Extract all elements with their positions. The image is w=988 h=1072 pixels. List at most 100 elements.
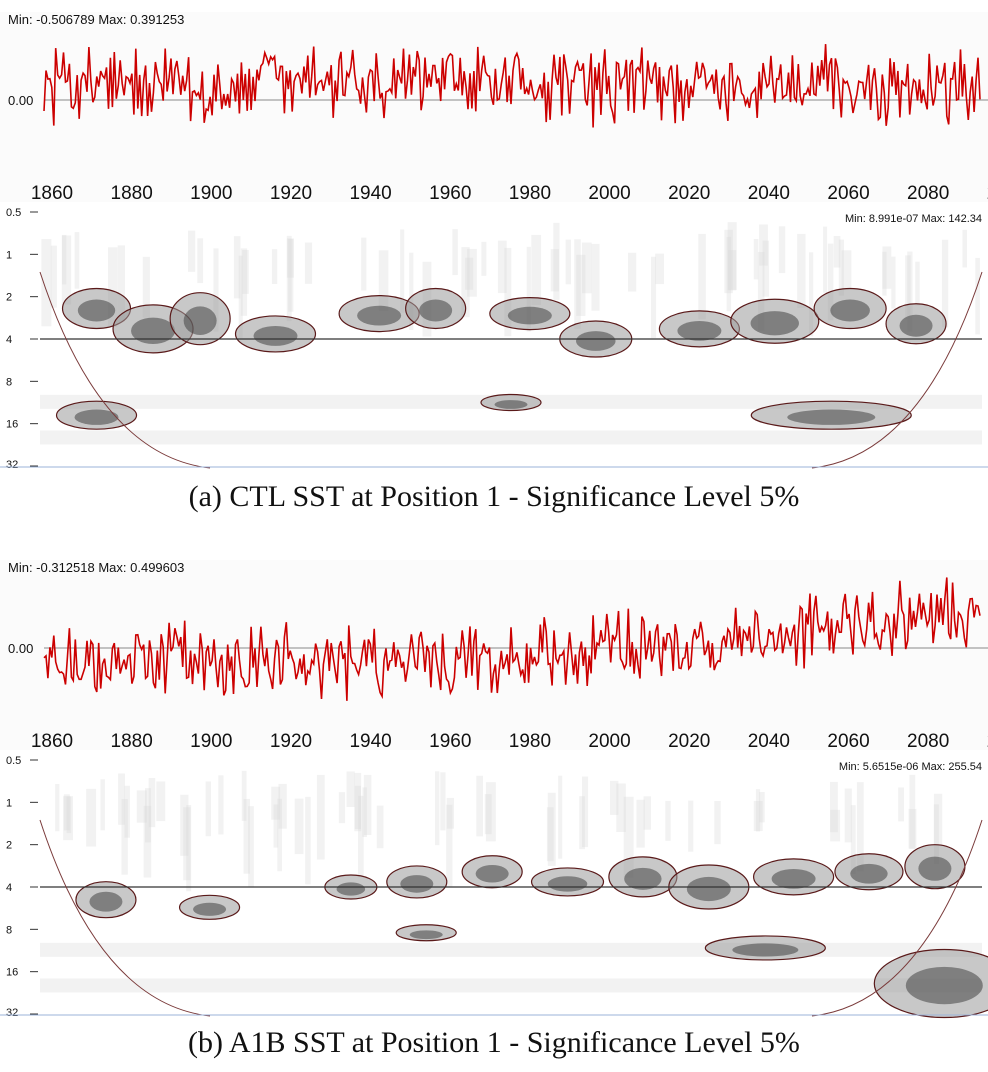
power-core [131,317,176,345]
wavelet-streak [905,255,911,320]
wavelet-streak [286,238,294,278]
x-tick-label: 2060 [827,731,869,752]
significance-contour [834,853,904,891]
power-core [624,867,662,890]
wavelet-streak [623,796,634,878]
wavelet-streak [241,770,247,821]
wavelet-streak [61,235,72,305]
wavelet-streak [346,771,355,807]
power-core [475,864,509,883]
wavelet-streak [643,796,651,830]
x-tick-label: 2020 [668,731,710,752]
wavelet-streak [908,808,917,849]
power-core [787,409,876,425]
wavelet-streak [558,775,563,859]
wavelet-streak [338,792,346,824]
wavelet-streak [841,250,852,290]
wavelet-streak [187,230,196,272]
power-core [400,875,434,893]
x-tick-label: 1900 [190,183,232,204]
wavelet-streak [975,257,980,335]
y-tick-label: 32 [6,459,18,471]
x-tick-label: 1940 [349,731,391,752]
wavelet-streak [378,250,389,311]
x-tick-label: 2100 [987,731,988,752]
wavelet-streak [610,780,619,815]
wavelet-streak [827,243,834,321]
wavelet-streak [118,773,125,825]
wavelet-streak [213,248,219,332]
wavelet-streak [50,245,57,308]
y-tick-label: 1 [6,249,12,261]
x-tick-label: 2060 [827,183,869,204]
y-tick-label: 0.5 [6,207,21,219]
wavelet-streak [271,786,281,820]
wavelet-streak [362,787,367,837]
significance-contour [730,298,820,344]
panel-a: Min: -0.506789 Max: 0.391253 0.00 1860 1880… [0,0,988,480]
wavelet-streak [86,788,97,847]
wavelet-streak [830,809,841,842]
x-tick-label: 1920 [270,731,312,752]
wavelet-streak [933,804,939,865]
x-tick-label: 2000 [588,731,630,752]
significance-contour [885,303,947,345]
wavelet-streak [354,772,362,832]
power-core [899,314,933,337]
wavelet-streak [63,796,74,841]
significance-contour [873,948,988,1019]
y-tick-label: 2 [6,292,12,304]
x-tick-label: 1980 [509,183,551,204]
y-tick-label: 16 [6,967,18,979]
wavelet-streak [248,806,254,888]
significance-contour [530,867,605,897]
wavelet-streak [581,242,592,294]
significance-contour [234,315,317,353]
series-line [43,577,981,701]
y-tick-label: 8 [6,924,12,936]
significance-contour [461,855,523,889]
wavelet-streak [830,781,838,833]
wavelet-streak [485,782,496,842]
wavelet-streak [100,779,105,831]
wavelet-streak [197,238,204,284]
wavelet-streak [809,252,814,337]
wavelet-streak [778,226,786,274]
wavelet-streak [186,805,192,892]
wavelet-streak [143,805,152,878]
wavelet-streak [240,248,248,316]
significance-contour [386,865,448,899]
significance-contour [704,935,826,961]
power-core [494,400,528,409]
series-minmax-label: Min: -0.506789 Max: 0.391253 [8,12,184,27]
wavelet-streak [547,792,556,866]
wavelet-streak [107,247,118,327]
wavelet-streak [316,774,325,860]
wavelet-streak [726,236,732,312]
x-tick-label: 1920 [270,183,312,204]
wavelet-streak [354,785,362,830]
wavelet-streak [243,798,250,874]
power-core [409,930,443,940]
power-core [732,943,799,957]
wavelet-streak [55,784,60,832]
x-tick-label: 1960 [429,731,471,752]
y-tick-label: 0.5 [6,755,21,767]
wavelet-streak [400,229,405,313]
chart-a: Min: -0.506789 Max: 0.391253 0.00 1860 1880… [0,12,988,471]
wavelet-streak [183,807,191,881]
significance-contour [75,881,137,919]
wavelet-streak [294,798,304,855]
wavelet-streak [636,799,645,848]
power-core [686,876,731,902]
significance-contour [178,894,241,920]
wavelet-streak [753,238,759,280]
y-tick-label: 16 [6,419,18,431]
wavelet-streak [714,801,721,845]
x-tick-label: 2000 [588,183,630,204]
wavelet-band [40,978,982,993]
wavelet-streak [591,243,600,311]
wavelet-streak [273,804,279,848]
wavelet-streak [727,222,737,290]
wavelet-streak [497,240,507,294]
